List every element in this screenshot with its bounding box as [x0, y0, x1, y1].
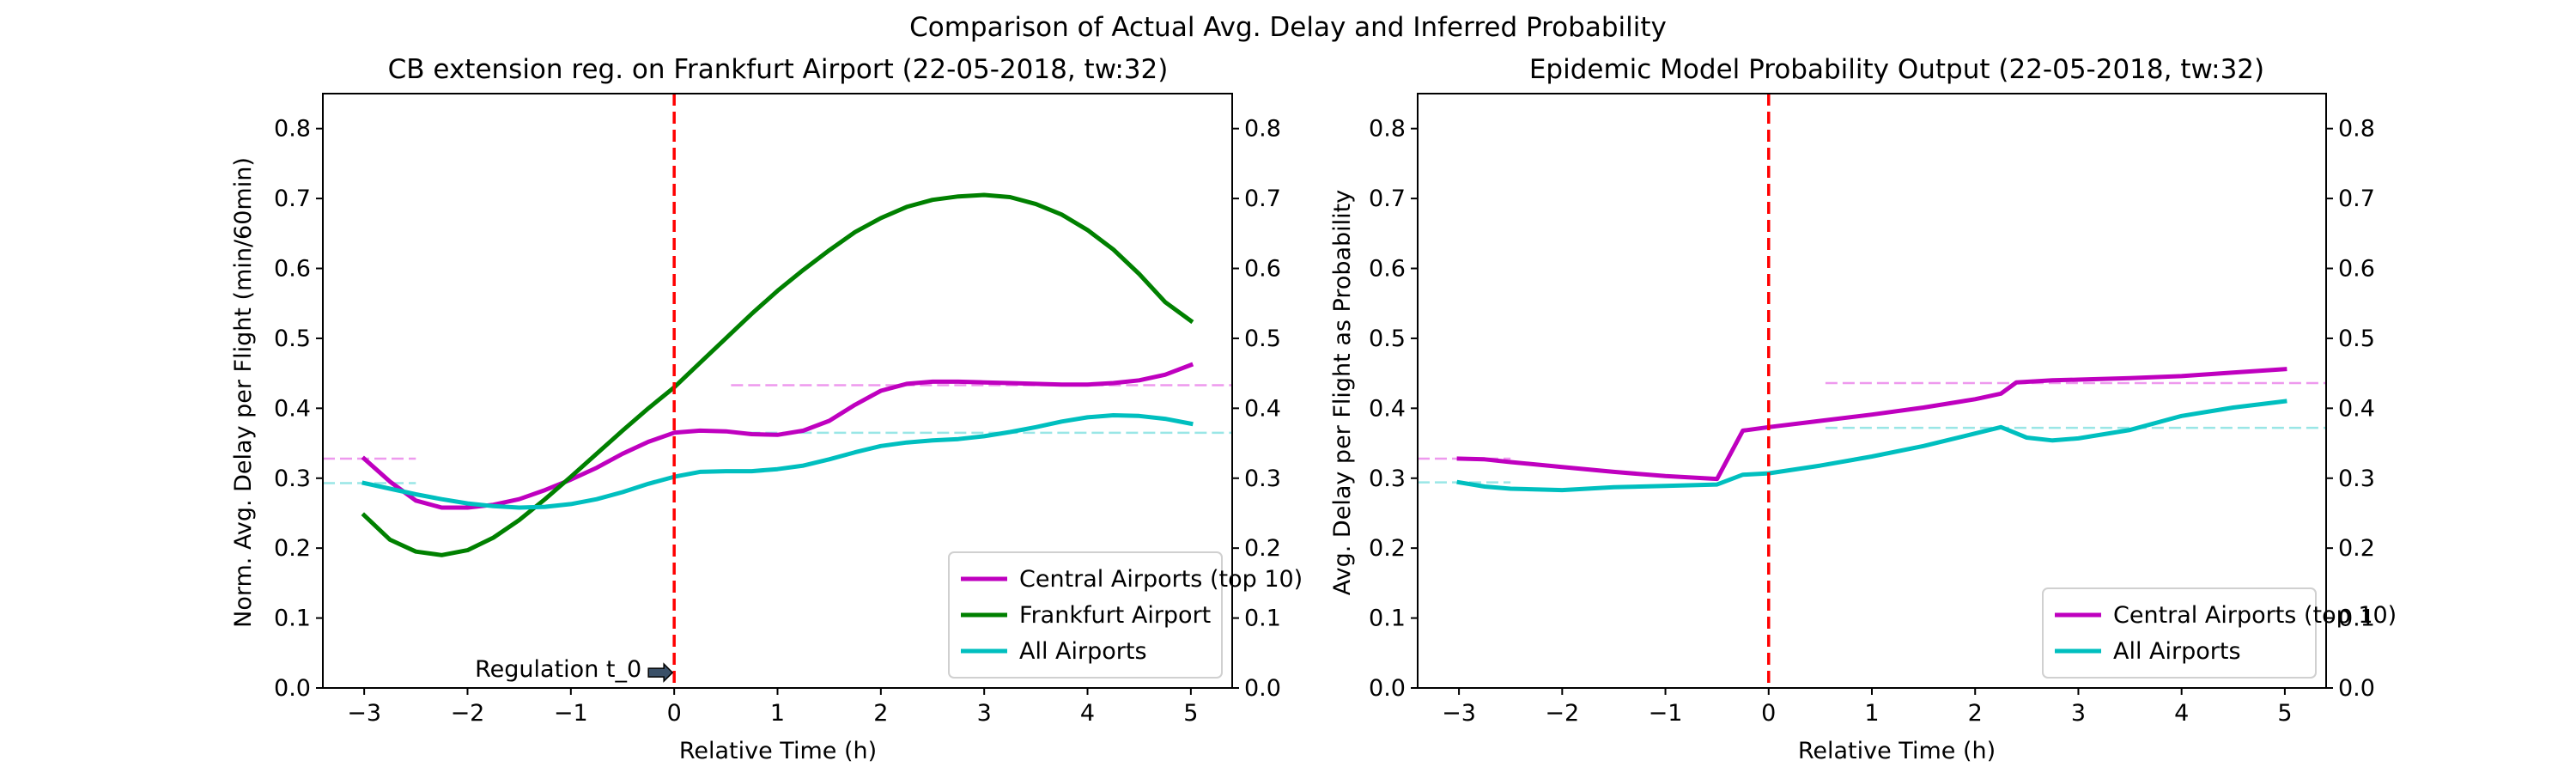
left-annotation-label: Regulation t_0 — [475, 656, 641, 683]
left-twin-y-tick-label: 0.8 — [1244, 116, 1281, 143]
figure-suptitle: Comparison of Actual Avg. Delay and Infe… — [909, 12, 1667, 43]
right-twin-y-tick-label: 0.2 — [2338, 535, 2375, 562]
left-x-tick-label: −1 — [554, 700, 588, 727]
right-x-tick-label: 5 — [2277, 700, 2292, 727]
right-y-tick-label: 0.2 — [1369, 535, 1406, 562]
right-chart: Epidemic Model Probability Output (22-05… — [1329, 54, 2397, 764]
left-x-tick-label: 3 — [977, 700, 992, 727]
left-y-tick-label: 0.2 — [274, 535, 311, 562]
right-x-tick-label: −1 — [1649, 700, 1683, 727]
right-y-tick-label: 0.4 — [1369, 395, 1406, 422]
right-series-line-0 — [1456, 367, 2287, 482]
left-series-line-2 — [361, 413, 1194, 510]
left-x-tick-label: 0 — [667, 700, 682, 727]
left-chart: CB extension reg. on Frankfurt Airport (… — [230, 54, 1303, 764]
left-x-tick-label: 5 — [1183, 700, 1198, 727]
right-twin-y-tick-label: 0.1 — [2338, 606, 2375, 632]
right-y-tick-label: 0.7 — [1369, 186, 1406, 212]
right-y-tick-label: 0.1 — [1369, 606, 1406, 632]
left-y-tick-label: 0.4 — [274, 395, 311, 422]
right-series-line-1 — [1456, 399, 2287, 493]
right-legend-box — [2042, 587, 2317, 679]
left-x-tick-label: −3 — [347, 700, 381, 727]
right-x-tick-label: −3 — [1442, 700, 1476, 727]
left-twin-y-tick-label: 0.1 — [1244, 606, 1281, 632]
right-twin-y-tick-label: 0.7 — [2338, 186, 2375, 212]
left-legend-box — [948, 551, 1223, 679]
right-legend-entry-1: All Airports — [2113, 638, 2241, 665]
left-legend-entry-2: All Airports — [1019, 638, 1147, 665]
right-legend-entry-0: Central Airports (top 10) — [2113, 602, 2397, 629]
left-twin-y-tick-label: 0.7 — [1244, 186, 1281, 212]
right-y-tick-label: 0.0 — [1369, 675, 1406, 702]
left-y-tick-label: 0.0 — [274, 675, 311, 702]
right-x-tick-label: 0 — [1761, 700, 1776, 727]
left-y-tick-label: 0.3 — [274, 466, 311, 492]
right-y-tick-label: 0.8 — [1369, 116, 1406, 143]
left-twin-y-tick-label: 0.6 — [1244, 256, 1281, 283]
right-twin-y-tick-label: 0.5 — [2338, 326, 2375, 352]
right-twin-y-tick-label: 0.6 — [2338, 256, 2375, 283]
left-series-line-1 — [361, 192, 1194, 557]
right-plot-area: −3 −2 −1 0 1 2 3 4 5 0.0 0.0 0.1 0.1 0.2 0.2 0.3 0.3 0.4 0… — [1369, 93, 2397, 727]
right-y-tick-label: 0.5 — [1369, 326, 1406, 352]
right-x-tick-label: 2 — [1968, 700, 1983, 727]
right-x-tick-label: 3 — [2071, 700, 2086, 727]
left-plot-area: Regulation t_0 −3 −2 −1 0 1 2 3 4 5 0.0 0.0 0.1 0.1 0.… — [274, 93, 1303, 727]
left-twin-y-tick-label: 0.4 — [1244, 395, 1281, 422]
left-series-line-0 — [361, 362, 1194, 510]
left-y-tick-label: 0.8 — [274, 116, 311, 143]
left-annotation-arrow — [647, 662, 674, 683]
right-twin-y-tick-label: 0.8 — [2338, 116, 2375, 143]
right-x-tick-label: −2 — [1545, 700, 1579, 727]
right-y-tick-label: 0.3 — [1369, 466, 1406, 492]
right-twin-y-tick-label: 0.0 — [2338, 675, 2375, 702]
right-twin-y-tick-label: 0.4 — [2338, 395, 2375, 422]
left-y-tick-label: 0.1 — [274, 606, 311, 632]
left-chart-title: CB extension reg. on Frankfurt Airport (… — [388, 54, 1169, 85]
right-twin-y-tick-label: 0.3 — [2338, 466, 2375, 492]
left-legend-entry-0: Central Airports (top 10) — [1019, 566, 1303, 593]
left-twin-y-tick-label: 0.0 — [1244, 675, 1281, 702]
left-legend-entry-1: Frankfurt Airport — [1019, 602, 1211, 629]
left-y-tick-label: 0.6 — [274, 256, 311, 283]
left-x-tick-label: 4 — [1080, 700, 1095, 727]
left-y-tick-label: 0.7 — [274, 186, 311, 212]
right-x-axis-label: Relative Time (h) — [1798, 738, 1996, 764]
right-y-axis-label: Avg. Delay per Flight as Probability — [1329, 190, 1356, 596]
left-twin-y-tick-label: 0.5 — [1244, 326, 1281, 352]
left-y-tick-label: 0.5 — [274, 326, 311, 352]
right-chart-title: Epidemic Model Probability Output (22-05… — [1529, 54, 2264, 85]
right-x-tick-label: 1 — [1864, 700, 1879, 727]
left-twin-y-tick-label: 0.3 — [1244, 466, 1281, 492]
left-twin-y-tick-label: 0.2 — [1244, 535, 1281, 562]
left-x-axis-label: Relative Time (h) — [679, 738, 877, 764]
right-x-tick-label: 4 — [2174, 700, 2189, 727]
left-x-tick-label: −2 — [451, 700, 485, 727]
left-x-tick-label: 2 — [873, 700, 888, 727]
right-y-tick-label: 0.6 — [1369, 256, 1406, 283]
left-y-axis-label: Norm. Avg. Delay per Flight (min/60min) — [230, 157, 257, 628]
left-x-tick-label: 1 — [770, 700, 785, 727]
